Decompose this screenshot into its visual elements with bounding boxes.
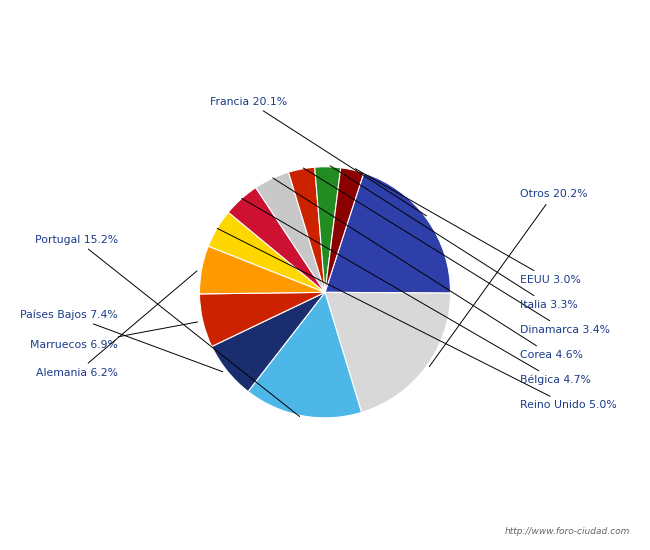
Text: Alemania 6.2%: Alemania 6.2%: [36, 271, 197, 378]
Text: Bélgica 4.7%: Bélgica 4.7%: [242, 199, 590, 386]
Wedge shape: [289, 167, 325, 293]
Wedge shape: [315, 167, 341, 293]
Text: Marruecos 6.9%: Marruecos 6.9%: [30, 322, 198, 350]
Wedge shape: [212, 293, 325, 392]
Text: Otros 20.2%: Otros 20.2%: [429, 189, 587, 367]
Wedge shape: [325, 293, 450, 412]
Wedge shape: [325, 168, 364, 293]
Text: Reino Unido 5.0%: Reino Unido 5.0%: [217, 228, 616, 410]
Text: Portugal 15.2%: Portugal 15.2%: [34, 235, 300, 416]
Text: http://www.foro-ciudad.com: http://www.foro-ciudad.com: [505, 527, 630, 536]
Wedge shape: [200, 246, 325, 294]
Text: Países Bajos 7.4%: Países Bajos 7.4%: [20, 310, 223, 372]
Wedge shape: [248, 293, 361, 418]
Wedge shape: [228, 188, 325, 293]
Wedge shape: [200, 293, 325, 346]
Text: Dinamarca 3.4%: Dinamarca 3.4%: [304, 168, 610, 335]
Text: Corea 4.6%: Corea 4.6%: [273, 178, 582, 360]
Text: Camas - Turistas extranjeros según país - Agosto de 2024: Camas - Turistas extranjeros según país …: [113, 13, 537, 29]
Text: EEUU 3.0%: EEUU 3.0%: [356, 169, 580, 285]
Text: Francia 20.1%: Francia 20.1%: [210, 96, 426, 216]
Text: Italia 3.3%: Italia 3.3%: [330, 166, 577, 310]
Wedge shape: [325, 173, 450, 293]
Wedge shape: [208, 212, 325, 293]
Wedge shape: [255, 172, 325, 293]
